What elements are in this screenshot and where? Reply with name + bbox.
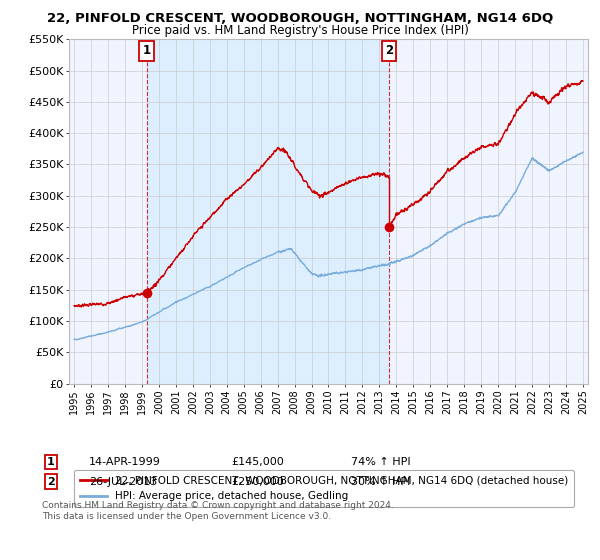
Text: 1: 1 (47, 457, 55, 467)
Text: Contains HM Land Registry data © Crown copyright and database right 2024.
This d: Contains HM Land Registry data © Crown c… (42, 501, 394, 521)
Legend: 22, PINFOLD CRESCENT, WOODBOROUGH, NOTTINGHAM, NG14 6DQ (detached house), HPI: A: 22, PINFOLD CRESCENT, WOODBOROUGH, NOTTI… (74, 470, 574, 507)
Text: 74% ↑ HPI: 74% ↑ HPI (351, 457, 410, 467)
Text: 2: 2 (385, 44, 393, 57)
Text: 2: 2 (47, 477, 55, 487)
Text: £145,000: £145,000 (231, 457, 284, 467)
Text: 30% ↑ HPI: 30% ↑ HPI (351, 477, 410, 487)
Text: Price paid vs. HM Land Registry's House Price Index (HPI): Price paid vs. HM Land Registry's House … (131, 24, 469, 36)
Text: £250,000: £250,000 (231, 477, 284, 487)
Bar (147, 39, 389, 384)
Text: 26-JUL-2013: 26-JUL-2013 (89, 477, 157, 487)
Text: 1: 1 (143, 44, 151, 57)
Text: 22, PINFOLD CRESCENT, WOODBOROUGH, NOTTINGHAM, NG14 6DQ: 22, PINFOLD CRESCENT, WOODBOROUGH, NOTTI… (47, 12, 553, 25)
Text: 14-APR-1999: 14-APR-1999 (89, 457, 161, 467)
